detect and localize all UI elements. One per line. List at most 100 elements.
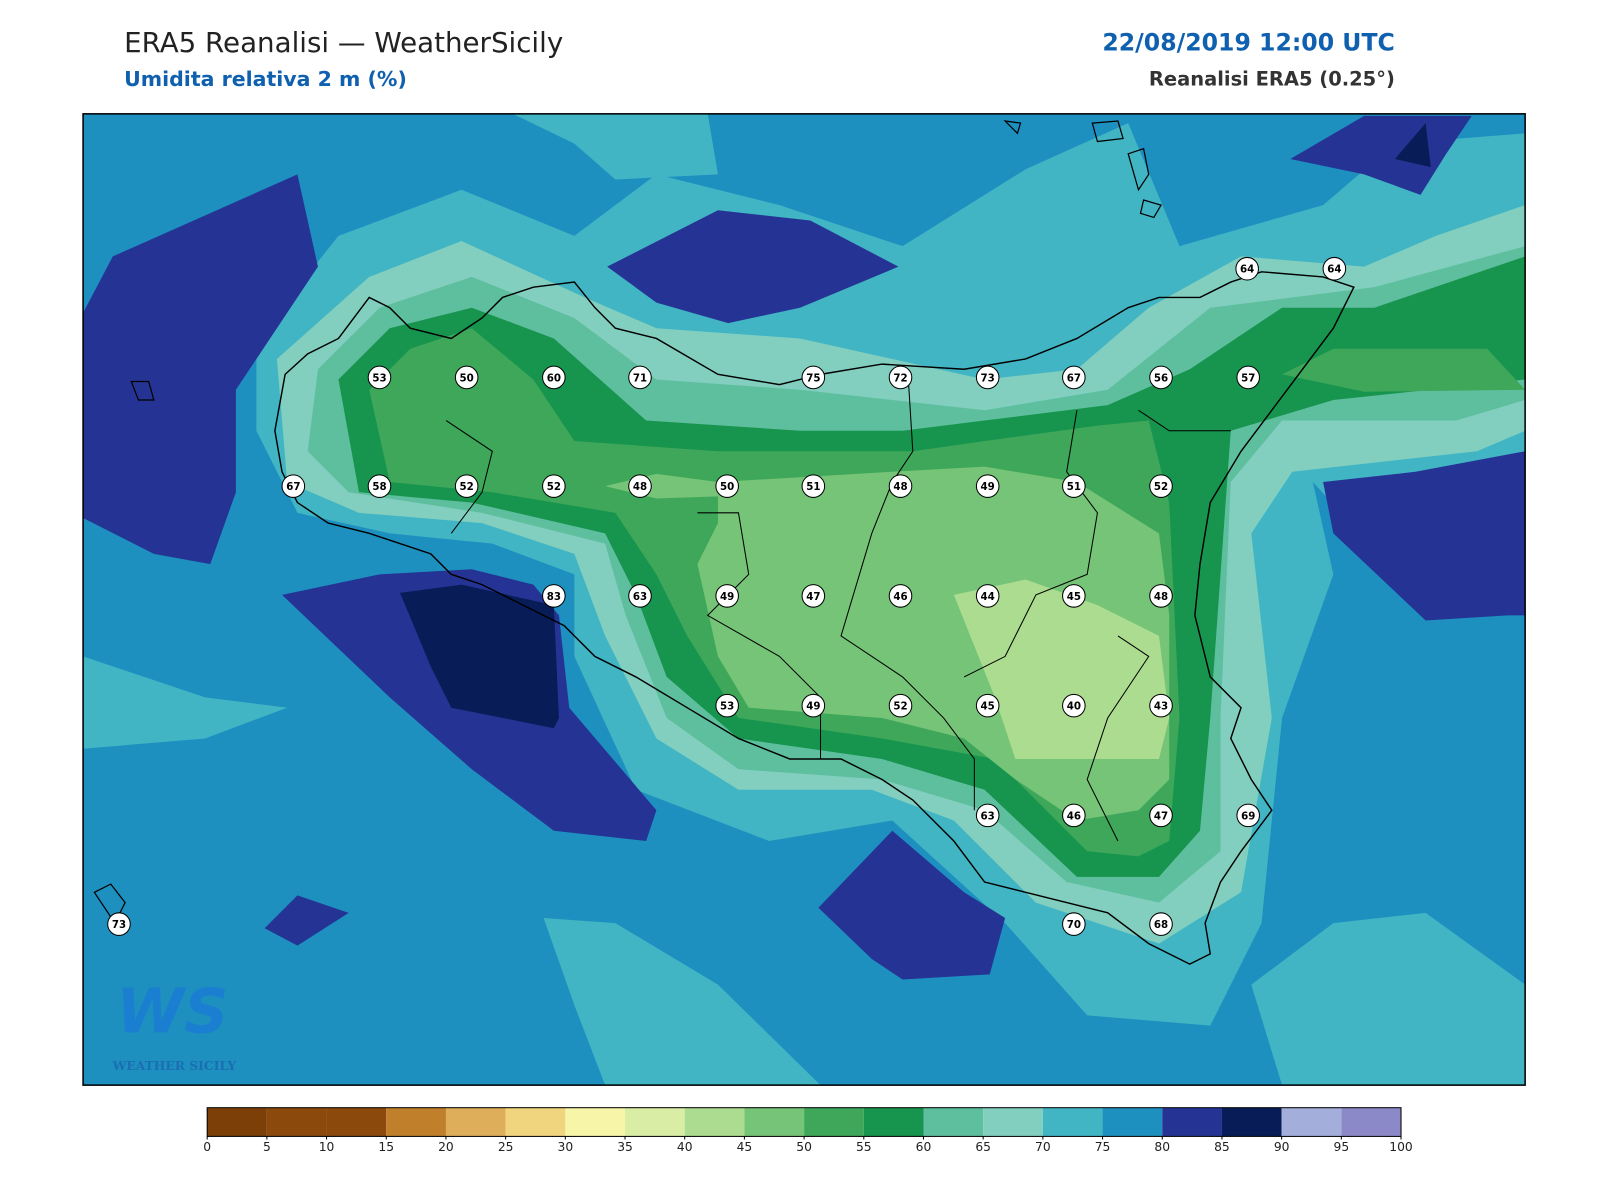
station-value: 70 [1067, 919, 1081, 931]
station-value: 40 [1067, 701, 1081, 713]
colorbar: 0 5 10 15 20 25 30 35 40 45 50 55 60 65 70 75 80 85 90 95 10… [203, 1107, 1413, 1154]
station-value: 52 [460, 481, 474, 493]
station-marker [542, 365, 566, 390]
logo-name: WEATHER SICILY [112, 1058, 237, 1073]
colorbar-tick-label: 40 [677, 1140, 693, 1154]
station-marker [1322, 256, 1347, 281]
colorbar-segment [1042, 1107, 1103, 1137]
contour-band [264, 895, 349, 946]
station-marker [367, 474, 392, 498]
station-value: 53 [720, 701, 734, 713]
station-value: 51 [1067, 481, 1081, 493]
station-value: 49 [720, 591, 734, 603]
station-value: 47 [806, 591, 820, 603]
station-value: 52 [1154, 481, 1168, 493]
station-marker [801, 693, 826, 718]
colorbar-tick-label: 70 [1035, 1140, 1051, 1154]
station-marker [1236, 803, 1260, 828]
colorbar-segment [266, 1107, 327, 1137]
station-marker [715, 474, 739, 498]
station-marker [628, 474, 652, 498]
station-values: 64 64 53 50 60 71 75 72 73 67 56 57 67 58 52 52 48 50 51 48… [107, 256, 1347, 936]
station-value: 72 [893, 372, 907, 384]
contour-band [607, 210, 899, 324]
station-value: 52 [893, 701, 907, 713]
contour-band [818, 830, 1006, 980]
station-value: 83 [547, 591, 561, 603]
colorbar-segment [625, 1107, 685, 1137]
station-marker [1235, 256, 1259, 281]
station-value: 69 [1241, 810, 1255, 822]
contour-band [953, 579, 1170, 759]
station-marker [975, 693, 1000, 718]
colorbar-segment [207, 1107, 267, 1137]
colorbar-tick-label: 85 [1214, 1140, 1230, 1154]
station-value: 67 [1067, 372, 1081, 384]
station-marker [1062, 474, 1086, 498]
datetime: 22/08/2019 12:00 UTC [1102, 29, 1394, 57]
station-marker [715, 584, 739, 608]
colorbar-segment [983, 1107, 1043, 1137]
station-value: 52 [547, 481, 561, 493]
station-value: 48 [633, 481, 647, 493]
colorbar-segment [326, 1107, 387, 1137]
station-marker [801, 365, 826, 390]
title: ERA5 Reanalisi — WeatherSicily [124, 26, 563, 59]
station-marker [454, 474, 479, 498]
station-value: 53 [372, 372, 386, 384]
colorbar-tick-label: 100 [1389, 1140, 1412, 1154]
colorbar-tick-label: 55 [856, 1140, 872, 1154]
map-frame [82, 113, 1526, 1086]
coastline [93, 120, 1355, 965]
station-value: 63 [981, 810, 995, 822]
station-value: 45 [981, 701, 995, 713]
station-value: 49 [806, 701, 820, 713]
station-value: 51 [806, 481, 820, 493]
station-value: 45 [1067, 591, 1081, 603]
colorbar-tick-label: 30 [558, 1140, 574, 1154]
station-value: 73 [981, 372, 995, 384]
subtitle: Umidita relativa 2 m (%) [124, 67, 407, 91]
station-value: 46 [893, 591, 907, 603]
station-value: 48 [893, 481, 907, 493]
station-marker [1149, 912, 1173, 936]
colorbar-tick-label: 65 [975, 1140, 991, 1154]
colorbar-tick-label: 25 [498, 1140, 514, 1154]
station-value: 71 [633, 372, 647, 384]
logo-mark: WS [116, 975, 228, 1047]
station-marker [888, 474, 913, 498]
station-marker [1062, 803, 1086, 828]
station-value: 50 [460, 372, 474, 384]
station-marker [1236, 365, 1260, 390]
colorbar-tick-label: 90 [1274, 1140, 1290, 1154]
station-marker [1149, 803, 1173, 828]
colorbar-segment [445, 1107, 506, 1137]
station-marker [1062, 365, 1086, 390]
station-marker [454, 365, 479, 390]
station-marker [801, 474, 826, 498]
station-value: 64 [1240, 264, 1254, 276]
station-marker [1062, 912, 1086, 936]
colorbar-segment [804, 1107, 864, 1137]
station-marker [975, 474, 1000, 498]
colorbar-tick-label: 75 [1095, 1140, 1111, 1154]
station-value: 47 [1154, 810, 1168, 822]
contour-band [400, 584, 559, 729]
station-value: 57 [1241, 372, 1255, 384]
colorbar-tick-label: 0 [203, 1140, 211, 1154]
station-marker [888, 365, 913, 390]
station-value: 44 [981, 591, 995, 603]
station-marker [888, 693, 913, 718]
station-value: 75 [806, 372, 820, 384]
contour-field [83, 113, 1526, 1086]
contour-band [1323, 451, 1526, 621]
colorbar-segment [744, 1107, 805, 1137]
station-marker [888, 584, 913, 608]
station-marker [1062, 693, 1086, 718]
colorbar-segment [1341, 1107, 1402, 1137]
colorbar-tick-label: 50 [796, 1140, 812, 1154]
contour-band [1251, 912, 1526, 1086]
colorbar-segment [1162, 1107, 1222, 1137]
station-value: 46 [1067, 810, 1081, 822]
